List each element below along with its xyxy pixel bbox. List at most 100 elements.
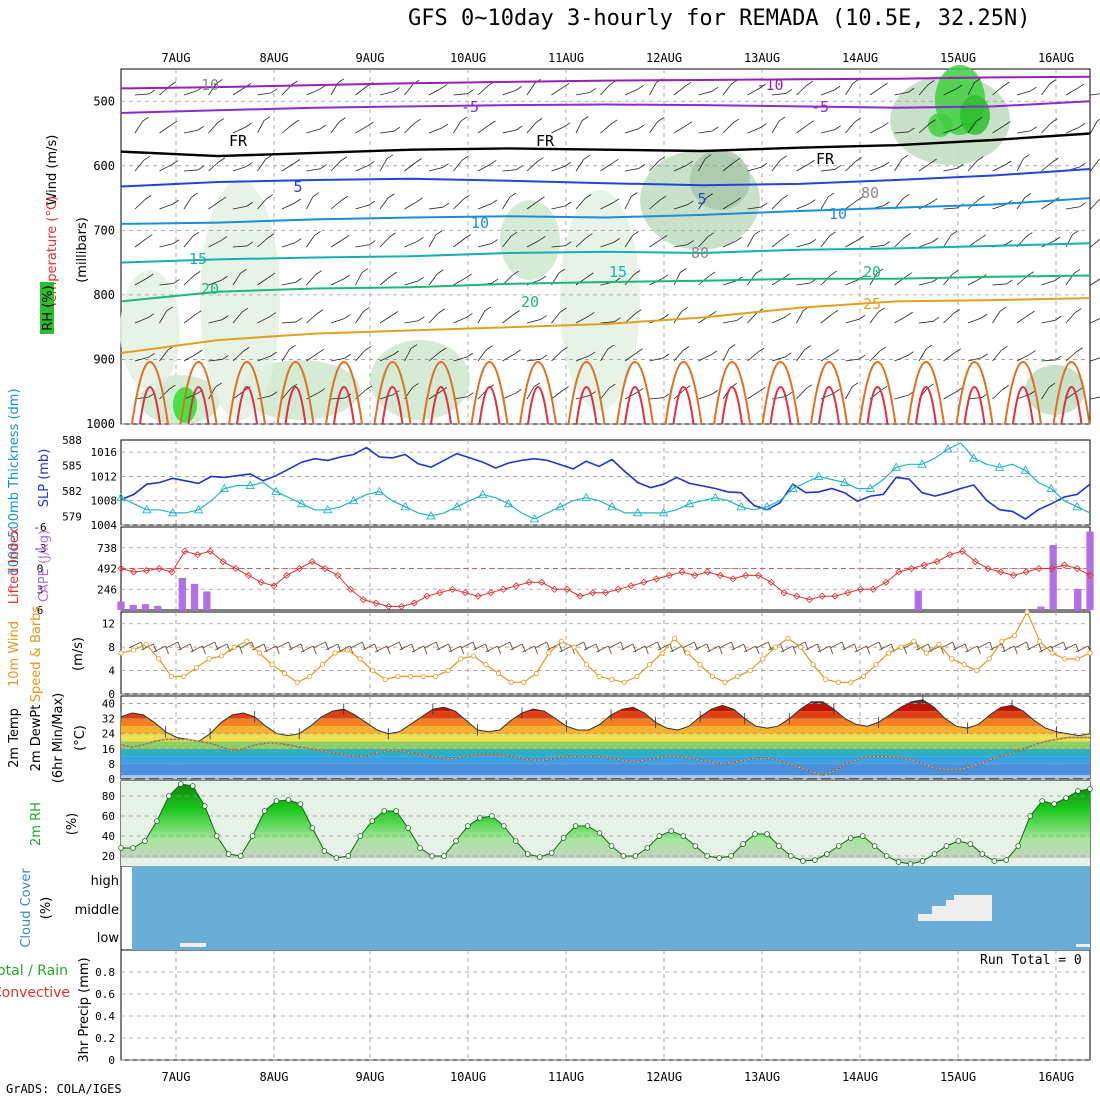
wind-barb-flag [290, 383, 298, 389]
thickness-tick-label: 585 [62, 460, 82, 473]
wind-barb [453, 198, 464, 210]
wind-barb [575, 198, 586, 210]
wind-barb-flag [638, 164, 645, 169]
surface-barb [1026, 643, 1040, 651]
rh-contour-fill [928, 113, 952, 137]
isotherm-35 [430, 386, 452, 425]
wind-barb-flag [240, 268, 247, 274]
rh-marker [632, 853, 639, 859]
wind-barb-flag [833, 85, 841, 91]
wind-barb-flag [734, 197, 742, 203]
wind-barb-flag [221, 275, 228, 281]
li-marker [780, 589, 788, 597]
wind-barb-flag [464, 234, 471, 239]
surface-barb [1002, 645, 1015, 653]
wind-barb-flag [950, 230, 958, 236]
isotherm-35 [381, 386, 404, 425]
x-tick-label-top: 11AUG [548, 51, 584, 65]
wind-barb [257, 276, 270, 286]
wind-barb-flag [293, 159, 301, 164]
isotherm-30 [616, 361, 654, 425]
wind-barb [1065, 312, 1076, 324]
wind-barb-flag [221, 315, 229, 321]
wind-speed-marker [634, 673, 640, 680]
wind-barb [379, 130, 394, 134]
wind-speed-marker [420, 673, 426, 680]
x-tick-label-top: 16AUG [1038, 51, 1074, 65]
wind-barb [183, 314, 196, 324]
isotherm-30 [1052, 361, 1091, 425]
temp-tick-label: 40 [102, 698, 115, 711]
y-axis-label-2m-rh: 2m RH [29, 802, 44, 846]
wind-barb [1090, 120, 1098, 134]
thickness-tick-label: 588 [62, 434, 82, 447]
x-tick-label-bottom: 10AUG [450, 1070, 486, 1084]
isotherm-35 [672, 386, 695, 425]
surface-barb [350, 641, 363, 649]
wind-barb-flag [904, 233, 911, 238]
isotherm-30 [228, 361, 266, 425]
slp-marker [348, 495, 359, 505]
surface-barb [1038, 645, 1052, 653]
li-marker [882, 578, 890, 586]
li-marker [461, 589, 469, 597]
rh-marker [800, 858, 806, 864]
surface-barb [1014, 641, 1027, 649]
surface-barb [669, 645, 683, 653]
wind-barb [232, 245, 247, 248]
rh-marker [142, 838, 148, 844]
wind-barb-flag [759, 83, 766, 89]
wind-barb-flag [1077, 83, 1085, 89]
isotherm-line [120, 100, 1091, 114]
li-marker [1060, 561, 1069, 569]
wind-barb [379, 91, 394, 96]
wind-barb [796, 163, 809, 172]
wind-barb-flag [974, 78, 981, 83]
slp-marker [1020, 465, 1031, 474]
y-axis-label-precip: 3hr Precip (mm) [77, 957, 92, 1062]
li-marker [448, 585, 457, 593]
wind-barb-flag [760, 162, 768, 168]
li-marker [550, 585, 559, 593]
wind-barb [502, 169, 517, 172]
wind-barb-flag [980, 313, 988, 319]
rh-marker [584, 823, 591, 829]
rh-marker [261, 808, 268, 814]
li-marker [538, 578, 546, 586]
wind-barb [208, 240, 222, 248]
surface-barb [485, 645, 498, 653]
wind-speed-marker [722, 679, 728, 685]
wind-speed-marker [269, 662, 275, 668]
wind-barb [134, 199, 146, 210]
li-marker [563, 585, 571, 593]
surface-barb-flag [903, 645, 908, 655]
li-marker [410, 599, 418, 607]
wind-barb [477, 243, 492, 248]
wind-barb-flag [389, 232, 396, 238]
surface-barb [141, 643, 154, 651]
wind-barb [208, 83, 217, 96]
wind-barb-flag [660, 234, 668, 240]
wind-barb [747, 390, 760, 400]
wind-barb [183, 169, 198, 172]
wind-barb [624, 235, 634, 248]
wind-barb [477, 349, 487, 362]
wind-speed-marker [596, 673, 602, 680]
wind-barb [967, 160, 978, 172]
wind-barb-flag [320, 164, 327, 170]
wind-speed-marker [344, 647, 351, 653]
wind-barb-flag [710, 350, 718, 356]
surface-barb [423, 641, 437, 649]
wind-barb-flag [685, 121, 693, 127]
wind-speed-marker [709, 673, 716, 680]
surface-barb [387, 641, 400, 649]
wind-barb-flag [489, 120, 496, 126]
wind-barb-flag [219, 196, 227, 202]
wind-barb-flag [173, 279, 180, 284]
li-marker [142, 567, 151, 575]
slp-marker [839, 477, 850, 486]
slp-marker [271, 486, 281, 496]
wind-barb [820, 353, 834, 362]
wind-barb [355, 165, 369, 172]
wind-barb [600, 241, 614, 248]
